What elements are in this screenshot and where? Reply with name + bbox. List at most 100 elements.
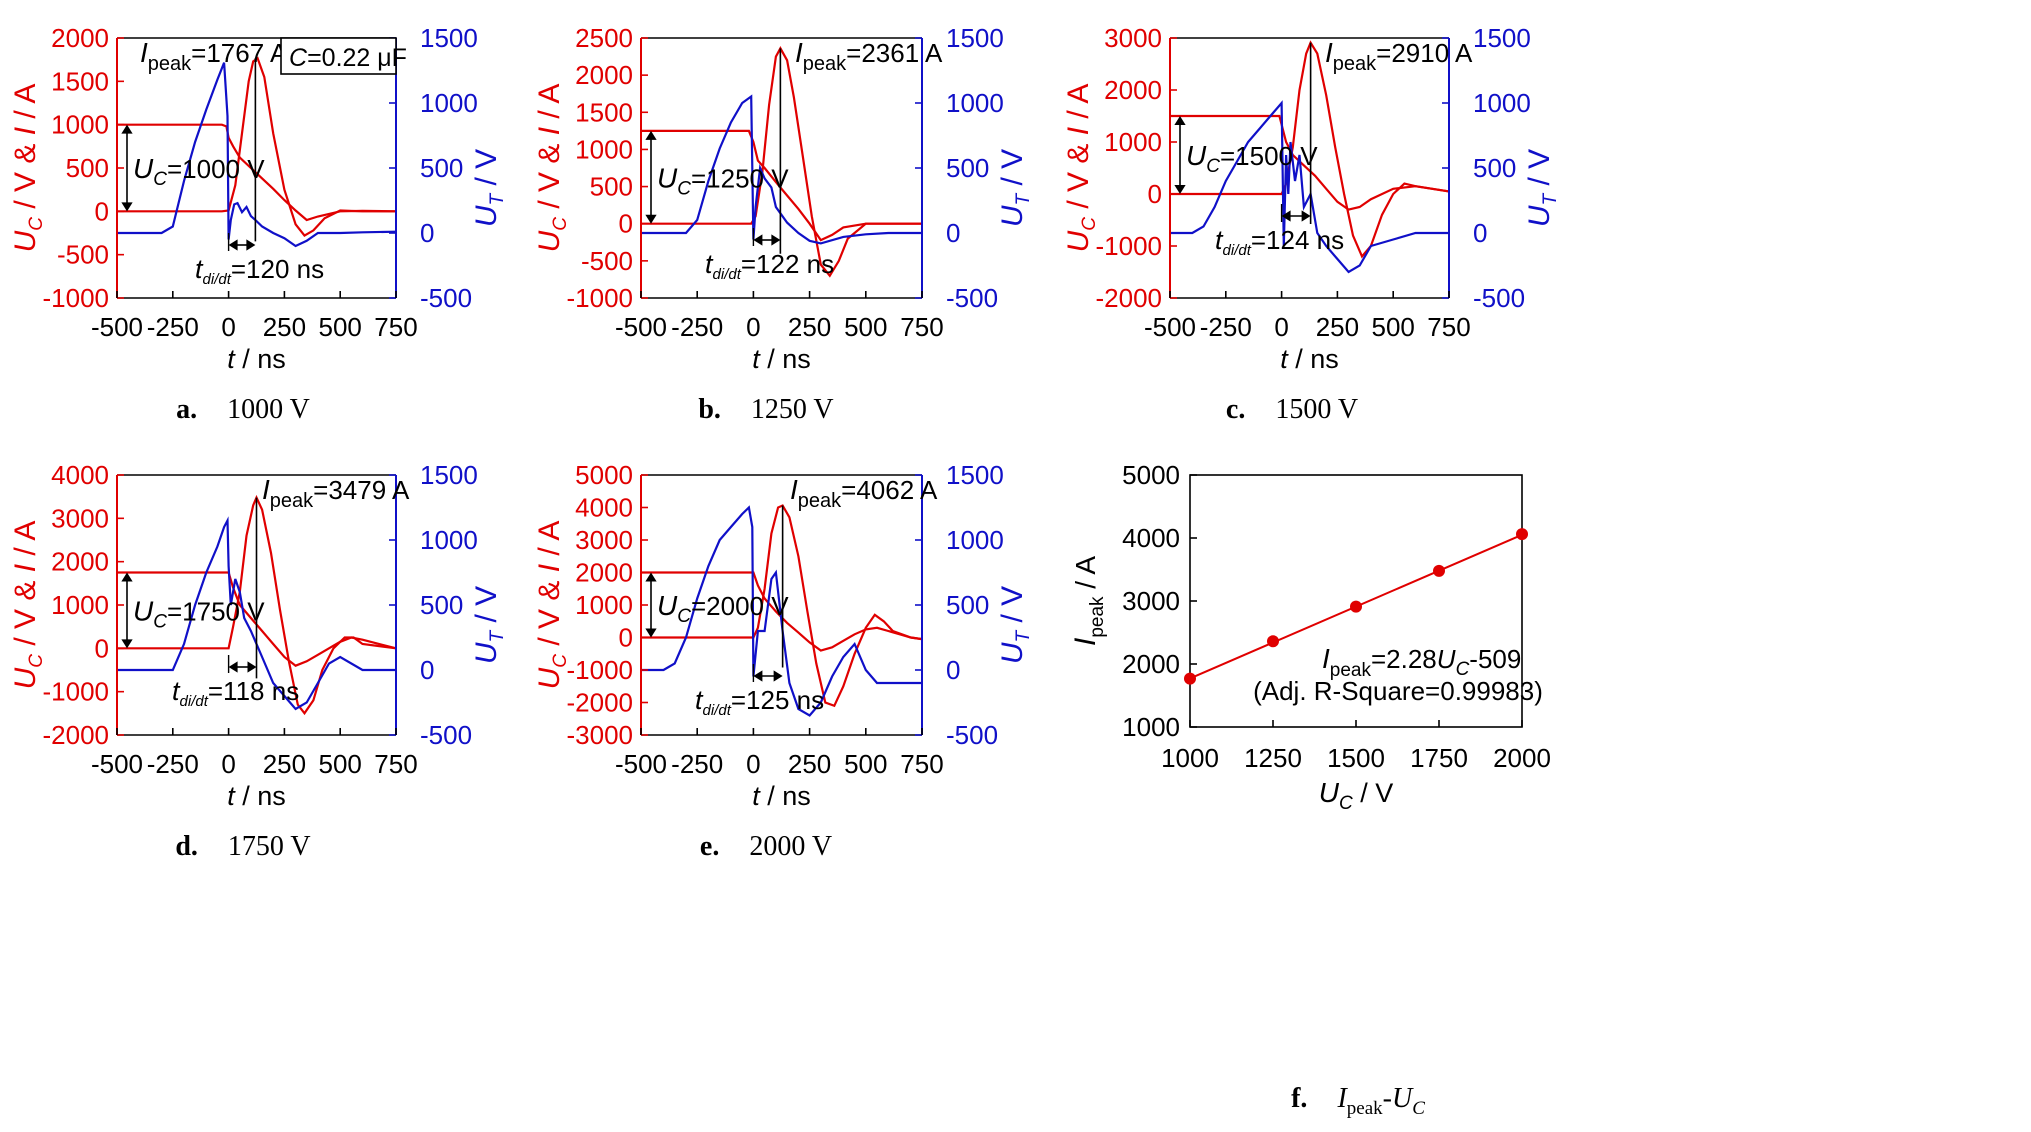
capacitance-box bbox=[280, 37, 397, 75]
tdidt-annotation: tdi/dt=122 ns bbox=[705, 249, 834, 283]
x-tick-label: 0 bbox=[746, 749, 760, 779]
left-tick-label: 1000 bbox=[575, 134, 633, 164]
data-point bbox=[1184, 672, 1196, 685]
ipeak-annotation: Ipeak=4062 A bbox=[790, 474, 938, 512]
series-line-blue-2 bbox=[641, 94, 922, 245]
right-tick-label: 500 bbox=[946, 590, 989, 620]
uc-annotation: UC=1750 V bbox=[133, 595, 265, 632]
x-tick-label: 250 bbox=[788, 312, 831, 342]
x-tick-label: -250 bbox=[147, 749, 199, 779]
arrow-head bbox=[771, 234, 781, 246]
x-tick-label: -500 bbox=[615, 312, 667, 342]
right-tick-label: 500 bbox=[1473, 153, 1516, 183]
arrow-head bbox=[121, 124, 133, 134]
left-tick-label: 1000 bbox=[575, 590, 633, 620]
right-tick-label: 1000 bbox=[946, 525, 1004, 555]
left-tick-label: -1000 bbox=[43, 283, 110, 313]
caption-e: e. 2000 V bbox=[700, 831, 832, 862]
right-tick-label: 1000 bbox=[1473, 88, 1531, 118]
left-tick-label: 1000 bbox=[51, 590, 109, 620]
left-tick-label: 4000 bbox=[575, 493, 633, 523]
y-axis-right-label: UT / V bbox=[996, 149, 1034, 227]
right-tick-label: -500 bbox=[420, 720, 472, 750]
left-tick-label: -1000 bbox=[1096, 231, 1163, 261]
arrow-head bbox=[773, 670, 783, 682]
right-tick-label: 1000 bbox=[946, 88, 1004, 118]
ipeak-annotation: Ipeak=1767 A bbox=[140, 37, 288, 75]
arrow-head bbox=[753, 234, 763, 246]
y-tick-label: 2000 bbox=[1122, 649, 1180, 679]
capacitance-label: C=0.22 μF bbox=[289, 44, 407, 72]
x-tick-label: 250 bbox=[1316, 312, 1359, 342]
uc-annotation: UC=1250 V bbox=[657, 162, 789, 199]
x-tick-label: 500 bbox=[1372, 312, 1415, 342]
caption-d: d. 1750 V bbox=[175, 831, 310, 862]
series-line-red-1 bbox=[1170, 40, 1450, 259]
x-axis-label: t / ns bbox=[752, 344, 811, 374]
left-tick-label: 500 bbox=[590, 172, 633, 202]
uc-annotation: UC=1500 V bbox=[1186, 140, 1318, 177]
x-axis-label: t / ns bbox=[1280, 344, 1339, 374]
left-tick-label: 0 bbox=[95, 196, 109, 226]
arrow-head bbox=[228, 661, 238, 673]
arrow-head bbox=[753, 670, 763, 682]
left-tick-label: 2000 bbox=[1104, 75, 1162, 105]
y-tick-label: 5000 bbox=[1122, 460, 1180, 490]
left-tick-label: 2000 bbox=[51, 547, 109, 577]
data-point bbox=[1516, 528, 1528, 541]
left-tick-label: 2000 bbox=[575, 558, 633, 588]
arrow-head bbox=[121, 639, 133, 649]
right-tick-label: 1500 bbox=[1473, 23, 1531, 53]
x-axis-label: t / ns bbox=[227, 344, 286, 374]
series-line-blue-2 bbox=[641, 505, 922, 717]
ipeak-annotation: Ipeak=2910 A bbox=[1325, 37, 1473, 75]
arrow-head bbox=[1281, 210, 1291, 222]
x-tick-label: 250 bbox=[263, 749, 306, 779]
series-line-red-1 bbox=[117, 56, 396, 238]
x-tick-label: -250 bbox=[671, 312, 723, 342]
x-tick-label: 0 bbox=[746, 312, 760, 342]
y-axis-right-label: UT / V bbox=[996, 586, 1034, 664]
right-tick-label: 1500 bbox=[420, 23, 478, 53]
y-axis-label: Ipeak / A bbox=[1069, 556, 1108, 646]
left-tick-label: 3000 bbox=[51, 503, 109, 533]
chart-c: 3000200010000-1000-2000150010005000-500-… bbox=[1062, 23, 1561, 425]
series-line-red-1 bbox=[641, 46, 922, 278]
series-line-blue-2 bbox=[117, 62, 397, 248]
left-tick-label: 0 bbox=[619, 623, 633, 653]
x-tick-label: -250 bbox=[671, 749, 723, 779]
left-tick-label: -1000 bbox=[43, 677, 110, 707]
y-axis-right-label: UT / V bbox=[1523, 149, 1561, 227]
data-point bbox=[1350, 600, 1362, 613]
x-tick-label: 750 bbox=[1427, 312, 1470, 342]
right-tick-label: 1500 bbox=[420, 460, 478, 490]
x-tick-label: 2000 bbox=[1493, 743, 1551, 773]
chart-b: 25002000150010005000-500-100015001000500… bbox=[533, 23, 1034, 425]
arrow-head bbox=[121, 202, 133, 212]
series-line-red-1 bbox=[641, 504, 923, 708]
left-tick-label: 4000 bbox=[51, 460, 109, 490]
x-tick-label: 0 bbox=[1274, 312, 1288, 342]
y-axis-left-label: UC / V & I / A bbox=[9, 84, 47, 253]
right-tick-label: 0 bbox=[946, 655, 960, 685]
arrow-head bbox=[1174, 185, 1186, 194]
arrow-head bbox=[645, 130, 657, 140]
tdidt-annotation: tdi/dt=118 ns bbox=[172, 676, 299, 710]
x-tick-label: 1750 bbox=[1410, 743, 1468, 773]
right-tick-label: -500 bbox=[946, 283, 998, 313]
uc-annotation: UC=2000 V bbox=[657, 590, 789, 627]
y-axis-right-label: UT / V bbox=[470, 586, 508, 664]
arrow-head bbox=[645, 214, 657, 224]
series-line-red-1 bbox=[117, 494, 397, 716]
x-axis-label: UC / V bbox=[1319, 777, 1393, 814]
x-tick-label: 750 bbox=[900, 749, 943, 779]
right-tick-label: 0 bbox=[420, 218, 434, 248]
left-tick-label: 1500 bbox=[51, 66, 109, 96]
x-tick-label: 250 bbox=[263, 312, 306, 342]
right-tick-label: 500 bbox=[946, 153, 989, 183]
series-line-red-0 bbox=[641, 129, 922, 242]
left-tick-label: 3000 bbox=[575, 525, 633, 555]
x-tick-label: 500 bbox=[319, 749, 362, 779]
